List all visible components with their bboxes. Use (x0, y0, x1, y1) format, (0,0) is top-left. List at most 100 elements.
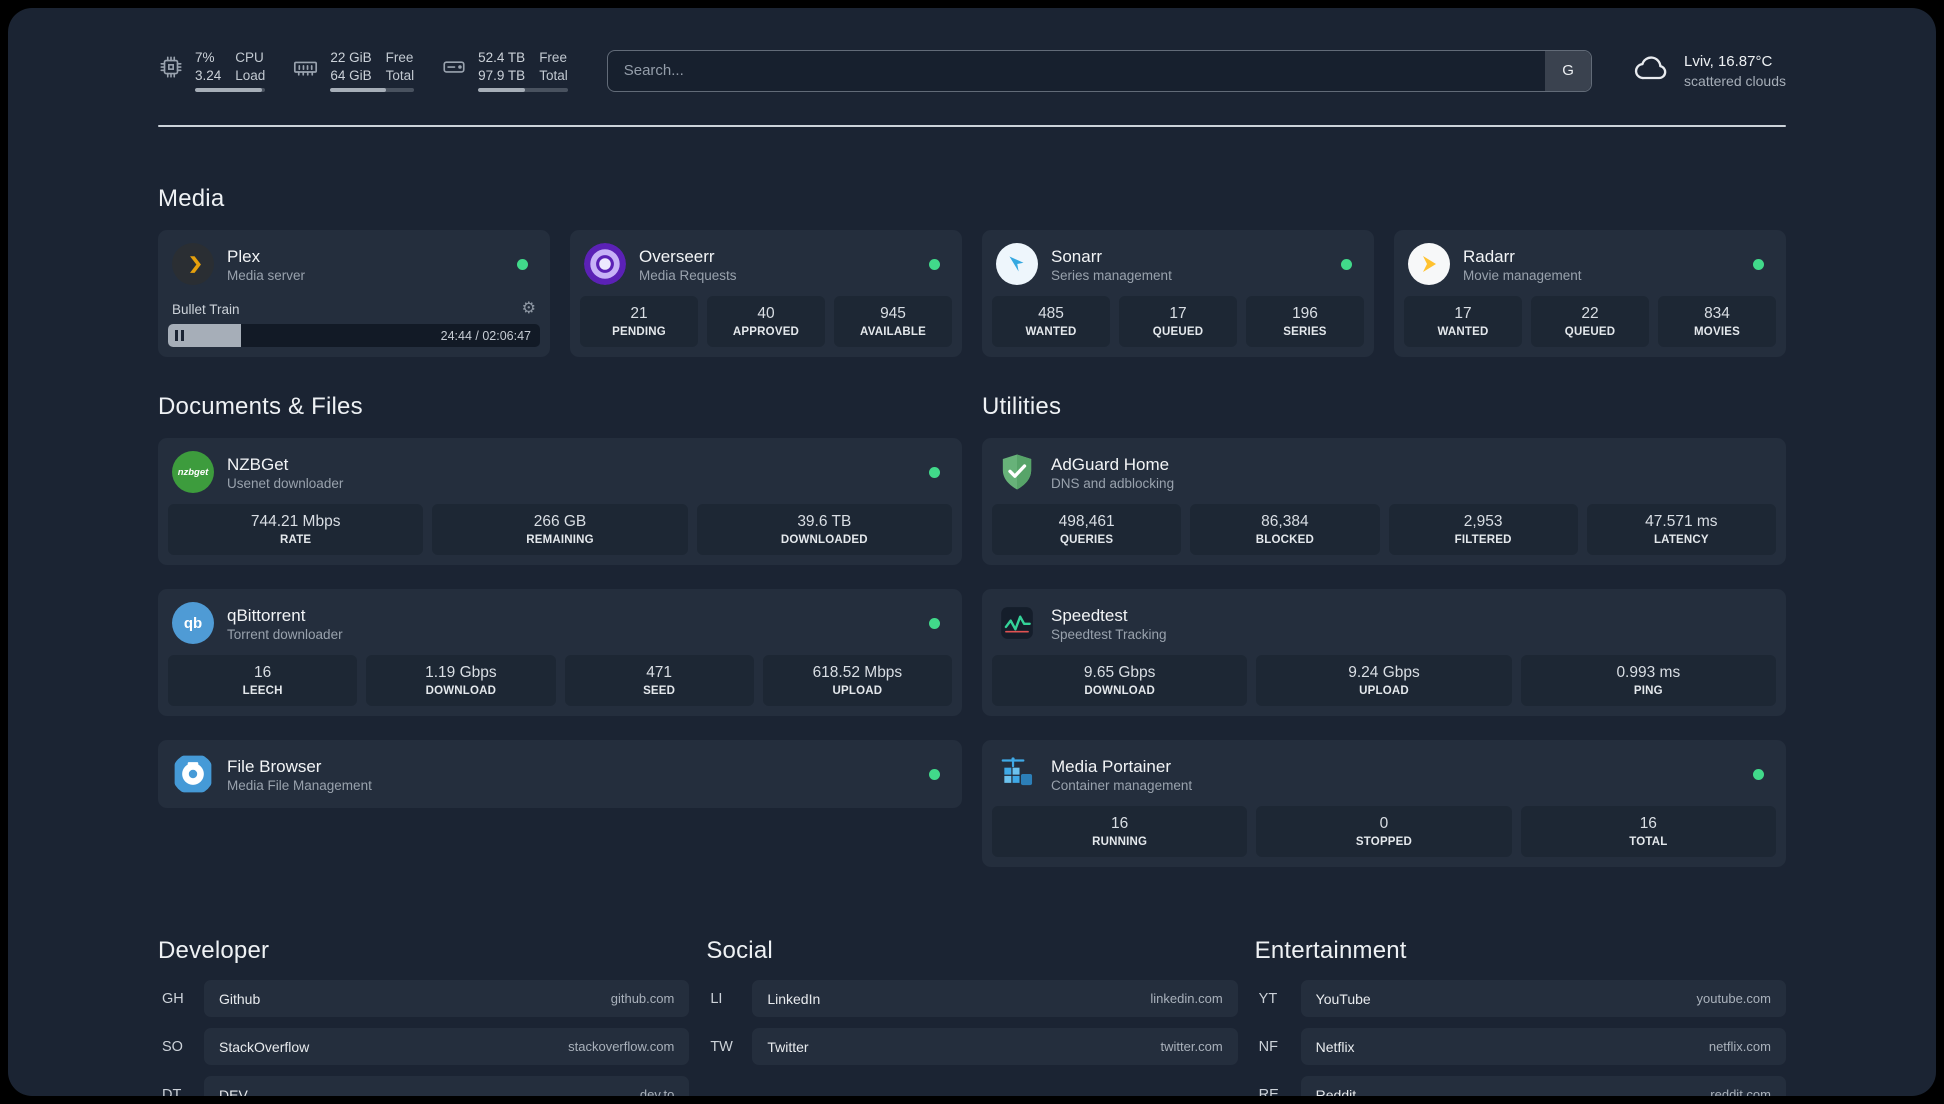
stat-label: PING (1633, 685, 1663, 697)
bookmark-link-twitter[interactable]: Twitter twitter.com (752, 1028, 1238, 1065)
player-progress-fill (168, 324, 241, 347)
stat-value: 471 (646, 664, 673, 681)
cpu-values: 7% 3.24 CPU Load (195, 49, 265, 84)
nzbget-titles: NZBGet Usenet downloader (227, 454, 343, 491)
stat-value: 945 (880, 305, 906, 322)
search-input[interactable] (607, 62, 1546, 79)
memory-readout: 22 GiB 64 GiB Free Total (330, 49, 415, 92)
bookmark-row: TW Twitter twitter.com (706, 1028, 1238, 1065)
bookmark-link-github[interactable]: Github github.com (204, 980, 690, 1017)
header-divider (158, 125, 1786, 127)
stat-block: 16 RUNNING (992, 806, 1248, 857)
radarr-header: Radarr Movie management (1404, 240, 1776, 296)
qbittorrent-icon-label: qb (183, 614, 203, 632)
section-documents: Documents & Files nzbget NZBGet Usenet d… (158, 393, 962, 867)
service-card-nzbget[interactable]: nzbget NZBGet Usenet downloader 744.21 M… (158, 438, 962, 565)
disk-progress-bar (478, 88, 568, 92)
bookmark-link-youtube[interactable]: YouTube youtube.com (1300, 980, 1786, 1017)
search-provider-button[interactable]: G (1545, 50, 1592, 91)
status-dot (1341, 258, 1352, 270)
section-title-entertainment: Entertainment (1254, 937, 1407, 964)
developer-rows: GH Github github.com SO StackOverflow st… (158, 980, 690, 1096)
memory-progress-bar (330, 88, 415, 92)
weather-text: Lviv, 16.87°C scattered clouds (1684, 52, 1786, 90)
status-dot (929, 768, 940, 780)
bookmark-abbr: GH (162, 990, 184, 1007)
stat-value: 498,461 (1058, 513, 1115, 530)
stat-label: WANTED (1025, 326, 1077, 338)
bookmark-link-netflix[interactable]: Netflix netflix.com (1300, 1028, 1786, 1065)
stat-value: 0.993 ms (1616, 664, 1681, 681)
bookmark-abbr: RE (1258, 1086, 1279, 1097)
service-name: Radarr (1463, 246, 1515, 266)
weather-widget[interactable]: Lviv, 16.87°C scattered clouds (1632, 48, 1786, 93)
service-name: Plex (227, 246, 261, 266)
stat-value: 485 (1038, 305, 1064, 322)
stat-value: 47.571 ms (1645, 513, 1718, 530)
service-desc: Torrent downloader (227, 626, 343, 642)
qbittorrent-titles: qBittorrent Torrent downloader (227, 605, 343, 642)
search-bar[interactable]: G (606, 49, 1593, 92)
stat-value: 2,953 (1463, 513, 1503, 530)
bookmark-link-reddit[interactable]: Reddit reddit.com (1300, 1076, 1786, 1096)
disk-icon (441, 49, 467, 92)
service-card-portainer[interactable]: Media Portainer Container management 16 … (982, 740, 1786, 867)
adguard-icon (996, 451, 1038, 493)
stat-block: 22 QUEUED (1531, 296, 1649, 347)
stat-label: UPLOAD (1359, 685, 1409, 697)
disk-total-value: 97.9 TB (478, 67, 526, 83)
speedtest-stats: 9.65 Gbps DOWNLOAD 9.24 Gbps UPLOAD 0.99… (992, 655, 1776, 706)
pause-icon[interactable] (175, 330, 184, 341)
bookmark-link-dev[interactable]: DEV dev.to (204, 1076, 690, 1096)
stat-value: 17 (1169, 305, 1187, 322)
stat-value: 618.52 Mbps (812, 664, 903, 681)
portainer-stats: 16 RUNNING 0 STOPPED 16 TOTAL (992, 806, 1776, 857)
radarr-titles: Radarr Movie management (1463, 246, 1582, 283)
memory-progress-fill (330, 88, 386, 92)
stat-block: 17 WANTED (1404, 296, 1522, 347)
memory-total-label: Total (385, 67, 415, 83)
overseerr-stats: 21 PENDING 40 APPROVED 945 AVAILABLE (580, 296, 952, 347)
bookmark-name: Twitter (767, 1038, 809, 1055)
section-title-social: Social (706, 937, 773, 964)
stat-label: STOPPED (1355, 836, 1413, 848)
service-card-overseerr[interactable]: Overseerr Media Requests 21 PENDING 40 A… (570, 230, 962, 357)
nzbget-stats: 744.21 Mbps RATE 266 GB REMAINING 39.6 T… (168, 504, 952, 555)
stat-block: 9.65 Gbps DOWNLOAD (992, 655, 1248, 706)
cpu-load-value: 3.24 (195, 67, 222, 83)
bookmark-abbr: LI (710, 990, 723, 1007)
disk-total-label: Total (539, 67, 568, 83)
stat-label: LEECH (242, 685, 283, 697)
qbittorrent-icon: qb (172, 602, 214, 644)
cpu-usage-label: CPU (235, 50, 264, 66)
gear-icon[interactable]: ⚙ (521, 300, 536, 317)
service-card-filebrowser[interactable]: File Browser Media File Management (158, 740, 962, 808)
status-dot (929, 258, 940, 270)
stat-label: AVAILABLE (860, 326, 926, 338)
service-card-qbittorrent[interactable]: qb qBittorrent Torrent downloader 16 LEE… (158, 589, 962, 716)
speedtest-titles: Speedtest Speedtest Tracking (1051, 605, 1167, 642)
service-card-plex[interactable]: Plex Media server Bullet Train ⚙ 24:44 /… (158, 230, 550, 357)
stat-label: LATENCY (1653, 534, 1709, 546)
service-desc: Media File Management (227, 777, 372, 793)
documents-cards: nzbget NZBGet Usenet downloader 744.21 M… (158, 438, 962, 808)
overseerr-icon (584, 243, 626, 285)
bookmark-row: GH Github github.com (158, 980, 690, 1017)
now-playing-row: Bullet Train ⚙ (168, 301, 540, 324)
stat-label: WANTED (1437, 326, 1489, 338)
service-card-adguard[interactable]: AdGuard Home DNS and adblocking 498,461 … (982, 438, 1786, 565)
cpu-progress-fill (195, 88, 262, 92)
service-card-sonarr[interactable]: Sonarr Series management 485 WANTED 17 Q… (982, 230, 1374, 357)
service-name: File Browser (227, 756, 322, 776)
bookmark-url: netflix.com (1708, 1039, 1771, 1054)
bookmark-abbr: SO (162, 1038, 183, 1055)
adguard-titles: AdGuard Home DNS and adblocking (1051, 454, 1174, 491)
stat-block: 485 WANTED (992, 296, 1110, 347)
service-card-speedtest[interactable]: Speedtest Speedtest Tracking 9.65 Gbps D… (982, 589, 1786, 716)
bookmark-link-stackoverflow[interactable]: StackOverflow stackoverflow.com (204, 1028, 690, 1065)
player-time: 24:44 / 02:06:47 (440, 328, 531, 343)
bookmark-url: github.com (610, 991, 675, 1006)
stat-label: UPLOAD (832, 685, 883, 697)
service-card-radarr[interactable]: Radarr Movie management 17 WANTED 22 QUE… (1394, 230, 1786, 357)
bookmark-link-linkedin[interactable]: LinkedIn linkedin.com (752, 980, 1238, 1017)
